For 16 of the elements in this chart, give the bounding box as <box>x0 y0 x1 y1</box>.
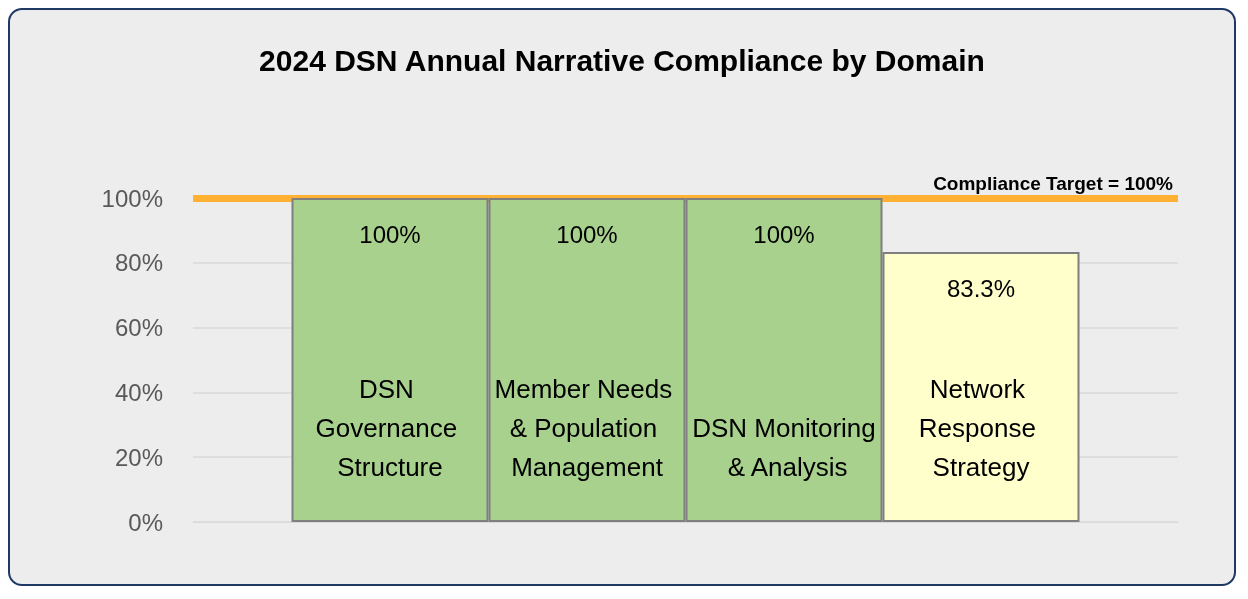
y-tick-label: 40% <box>114 378 163 406</box>
y-tick-label: 60% <box>114 314 163 342</box>
x-tick-label: DSN Governance Structure <box>315 373 465 482</box>
data-label: 100% <box>359 220 421 248</box>
x-tick-label: Member Needs & Population Management <box>494 373 680 482</box>
y-tick-label: 100% <box>101 184 163 212</box>
data-label: 100% <box>753 220 815 248</box>
data-label: 83.3% <box>946 274 1016 302</box>
chart-title: 2024 DSN Annual Narrative Compliance by Domain <box>259 43 985 77</box>
data-label: 100% <box>556 220 618 248</box>
y-tick-label: 0% <box>128 508 163 536</box>
y-tick-label: 80% <box>114 249 163 277</box>
x-tick-label: DSN Monitoring & Analysis <box>692 412 876 482</box>
y-tick-label: 20% <box>114 443 163 471</box>
ref-line-label: Compliance Target = 100% <box>933 173 1174 194</box>
x-tick-label: Network Response Strategy <box>918 373 1044 482</box>
